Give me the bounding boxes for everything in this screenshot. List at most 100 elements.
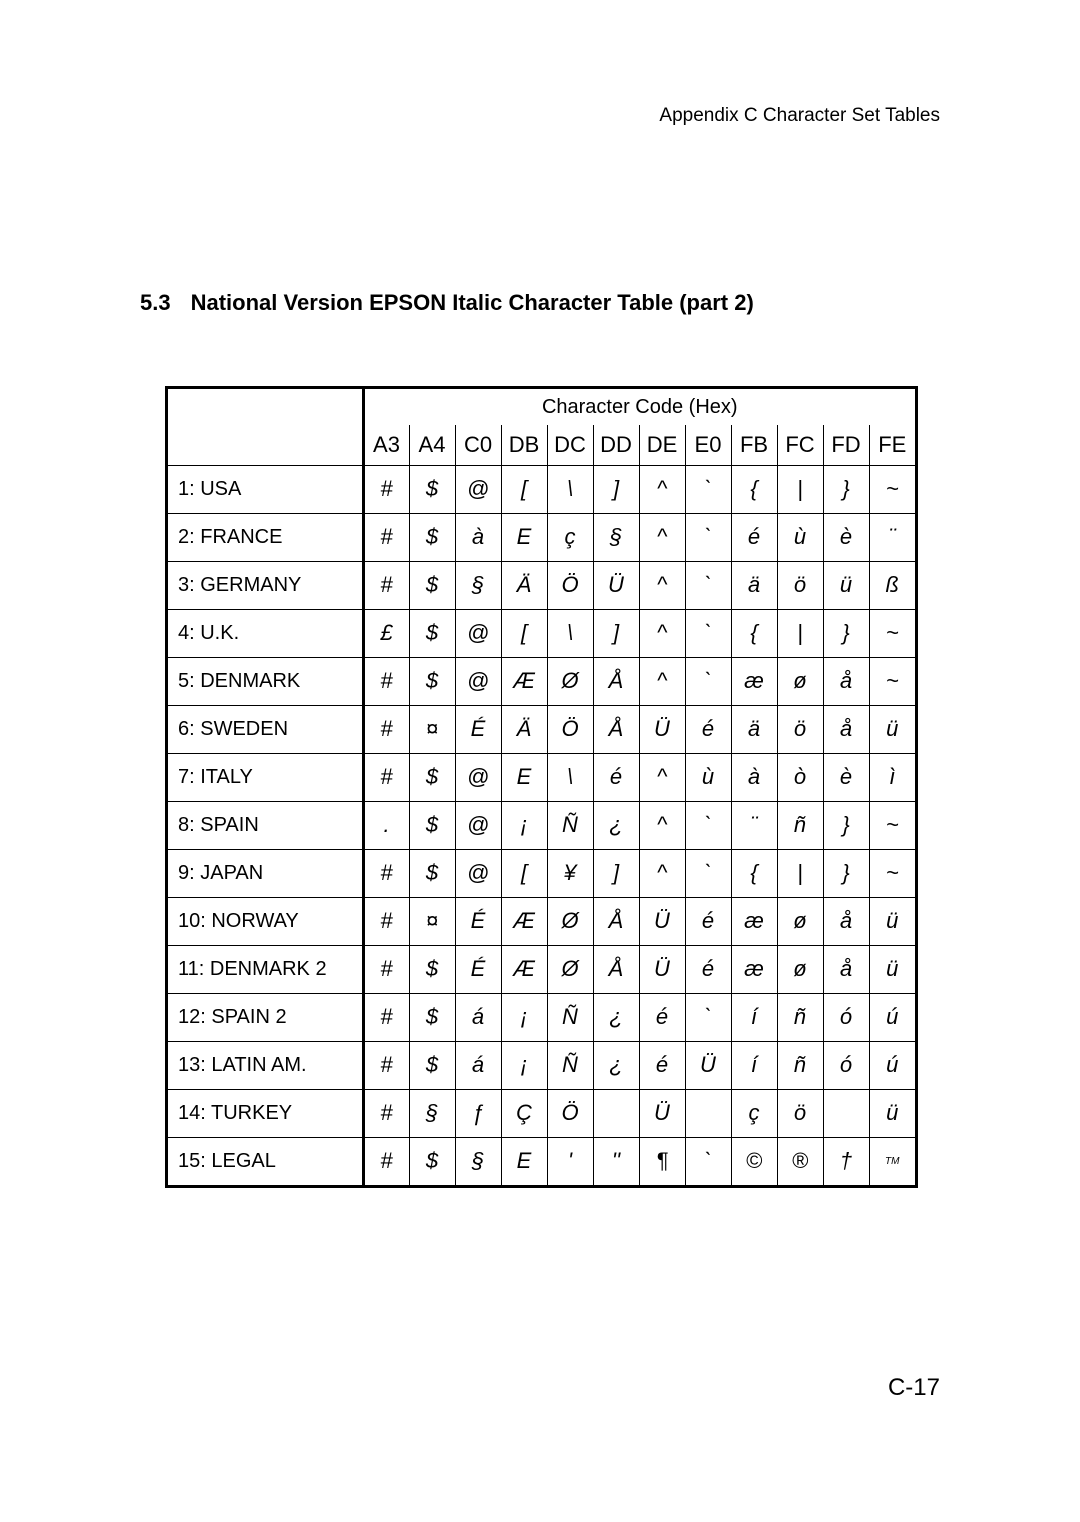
char-cell: ]	[593, 849, 639, 897]
char-cell: ò	[777, 753, 823, 801]
country-label: 1: USA	[168, 465, 363, 513]
group-header: Character Code (Hex)	[363, 389, 915, 425]
char-cell: {	[731, 465, 777, 513]
char-cell: [	[501, 465, 547, 513]
char-cell: ¿	[593, 801, 639, 849]
table-row: 11: DENMARK 2#$ÉÆØÅÜéæøåü	[168, 945, 915, 993]
char-cell: Ö	[547, 1089, 593, 1137]
char-cell: ^	[639, 465, 685, 513]
char-cell: ü	[823, 561, 869, 609]
char-cell: §	[593, 513, 639, 561]
table-row: 4: U.K.£$@[\]^`{|}~	[168, 609, 915, 657]
table-corner-empty	[168, 389, 363, 465]
column-header: FC	[777, 425, 823, 465]
char-cell: Æ	[501, 657, 547, 705]
column-header: E0	[685, 425, 731, 465]
column-header: DE	[639, 425, 685, 465]
table-row: 9: JAPAN#$@[¥]^`{|}~	[168, 849, 915, 897]
char-cell: ^	[639, 849, 685, 897]
char-cell: Ü	[639, 897, 685, 945]
table-row: 8: SPAIN.$@¡Ñ¿^`¨ñ}~	[168, 801, 915, 849]
char-cell: ~	[869, 657, 915, 705]
char-cell: ú	[869, 1041, 915, 1089]
char-cell: #	[363, 705, 409, 753]
char-cell: }	[823, 465, 869, 513]
char-cell: $	[409, 1041, 455, 1089]
column-header: A4	[409, 425, 455, 465]
char-cell: #	[363, 849, 409, 897]
country-label: 15: LEGAL	[168, 1137, 363, 1185]
char-cell: æ	[731, 945, 777, 993]
country-label: 6: SWEDEN	[168, 705, 363, 753]
char-cell: ¶	[639, 1137, 685, 1185]
char-cell: æ	[731, 657, 777, 705]
char-cell: ~	[869, 465, 915, 513]
country-label: 8: SPAIN	[168, 801, 363, 849]
char-cell: ó	[823, 1041, 869, 1089]
char-cell: ƒ	[455, 1089, 501, 1137]
char-cell: Ç	[501, 1089, 547, 1137]
table-row: 14: TURKEY#§ƒÇÖÜçöü	[168, 1089, 915, 1137]
char-cell: |	[777, 849, 823, 897]
char-cell: @	[455, 609, 501, 657]
column-header: DD	[593, 425, 639, 465]
char-cell: ~	[869, 801, 915, 849]
char-cell: }	[823, 849, 869, 897]
char-cell: $	[409, 801, 455, 849]
char-cell: é	[639, 1041, 685, 1089]
country-label: 4: U.K.	[168, 609, 363, 657]
char-cell: ü	[869, 705, 915, 753]
char-cell: ]	[593, 465, 639, 513]
char-cell: Ñ	[547, 1041, 593, 1089]
table-row: 13: LATIN AM.#$á¡Ñ¿éÜíñóú	[168, 1041, 915, 1089]
char-cell: `	[685, 1137, 731, 1185]
char-cell: TM	[869, 1137, 915, 1185]
char-cell: Ñ	[547, 993, 593, 1041]
char-cell: É	[455, 897, 501, 945]
table-row: 12: SPAIN 2#$á¡Ñ¿é`íñóú	[168, 993, 915, 1041]
char-cell: [	[501, 849, 547, 897]
char-cell: Ö	[547, 561, 593, 609]
char-cell: ¤	[409, 705, 455, 753]
char-cell: §	[409, 1089, 455, 1137]
country-label: 2: FRANCE	[168, 513, 363, 561]
char-cell: E	[501, 753, 547, 801]
column-header: DB	[501, 425, 547, 465]
char-cell: Ü	[639, 945, 685, 993]
char-cell: [	[501, 609, 547, 657]
char-cell: ^	[639, 753, 685, 801]
char-cell: ¡	[501, 1041, 547, 1089]
char-cell: ü	[869, 1089, 915, 1137]
char-cell: \	[547, 465, 593, 513]
char-cell: ¡	[501, 993, 547, 1041]
char-cell: @	[455, 465, 501, 513]
section-number: 5.3	[140, 290, 171, 315]
char-cell: æ	[731, 897, 777, 945]
table-row: 7: ITALY#$@E\é^ùàòèì	[168, 753, 915, 801]
char-cell: ¥	[547, 849, 593, 897]
char-cell: ^	[639, 657, 685, 705]
char-cell: à	[731, 753, 777, 801]
char-cell: ß	[869, 561, 915, 609]
appendix-header: Appendix C Character Set Tables	[659, 105, 940, 127]
char-cell: è	[823, 753, 869, 801]
char-cell: å	[823, 705, 869, 753]
char-cell: #	[363, 1089, 409, 1137]
char-cell: Å	[593, 657, 639, 705]
table-group-header-row: Character Code (Hex)	[168, 389, 915, 425]
char-cell: @	[455, 657, 501, 705]
char-cell: í	[731, 993, 777, 1041]
country-label: 9: JAPAN	[168, 849, 363, 897]
char-cell: Ñ	[547, 801, 593, 849]
char-cell: $	[409, 609, 455, 657]
table-row: 5: DENMARK#$@ÆØÅ^`æøå~	[168, 657, 915, 705]
char-cell: §	[455, 561, 501, 609]
char-cell: é	[685, 897, 731, 945]
char-cell: é	[593, 753, 639, 801]
char-cell: $	[409, 657, 455, 705]
char-cell: ]	[593, 609, 639, 657]
char-cell: @	[455, 753, 501, 801]
country-label: 10: NORWAY	[168, 897, 363, 945]
char-cell: {	[731, 609, 777, 657]
country-label: 13: LATIN AM.	[168, 1041, 363, 1089]
